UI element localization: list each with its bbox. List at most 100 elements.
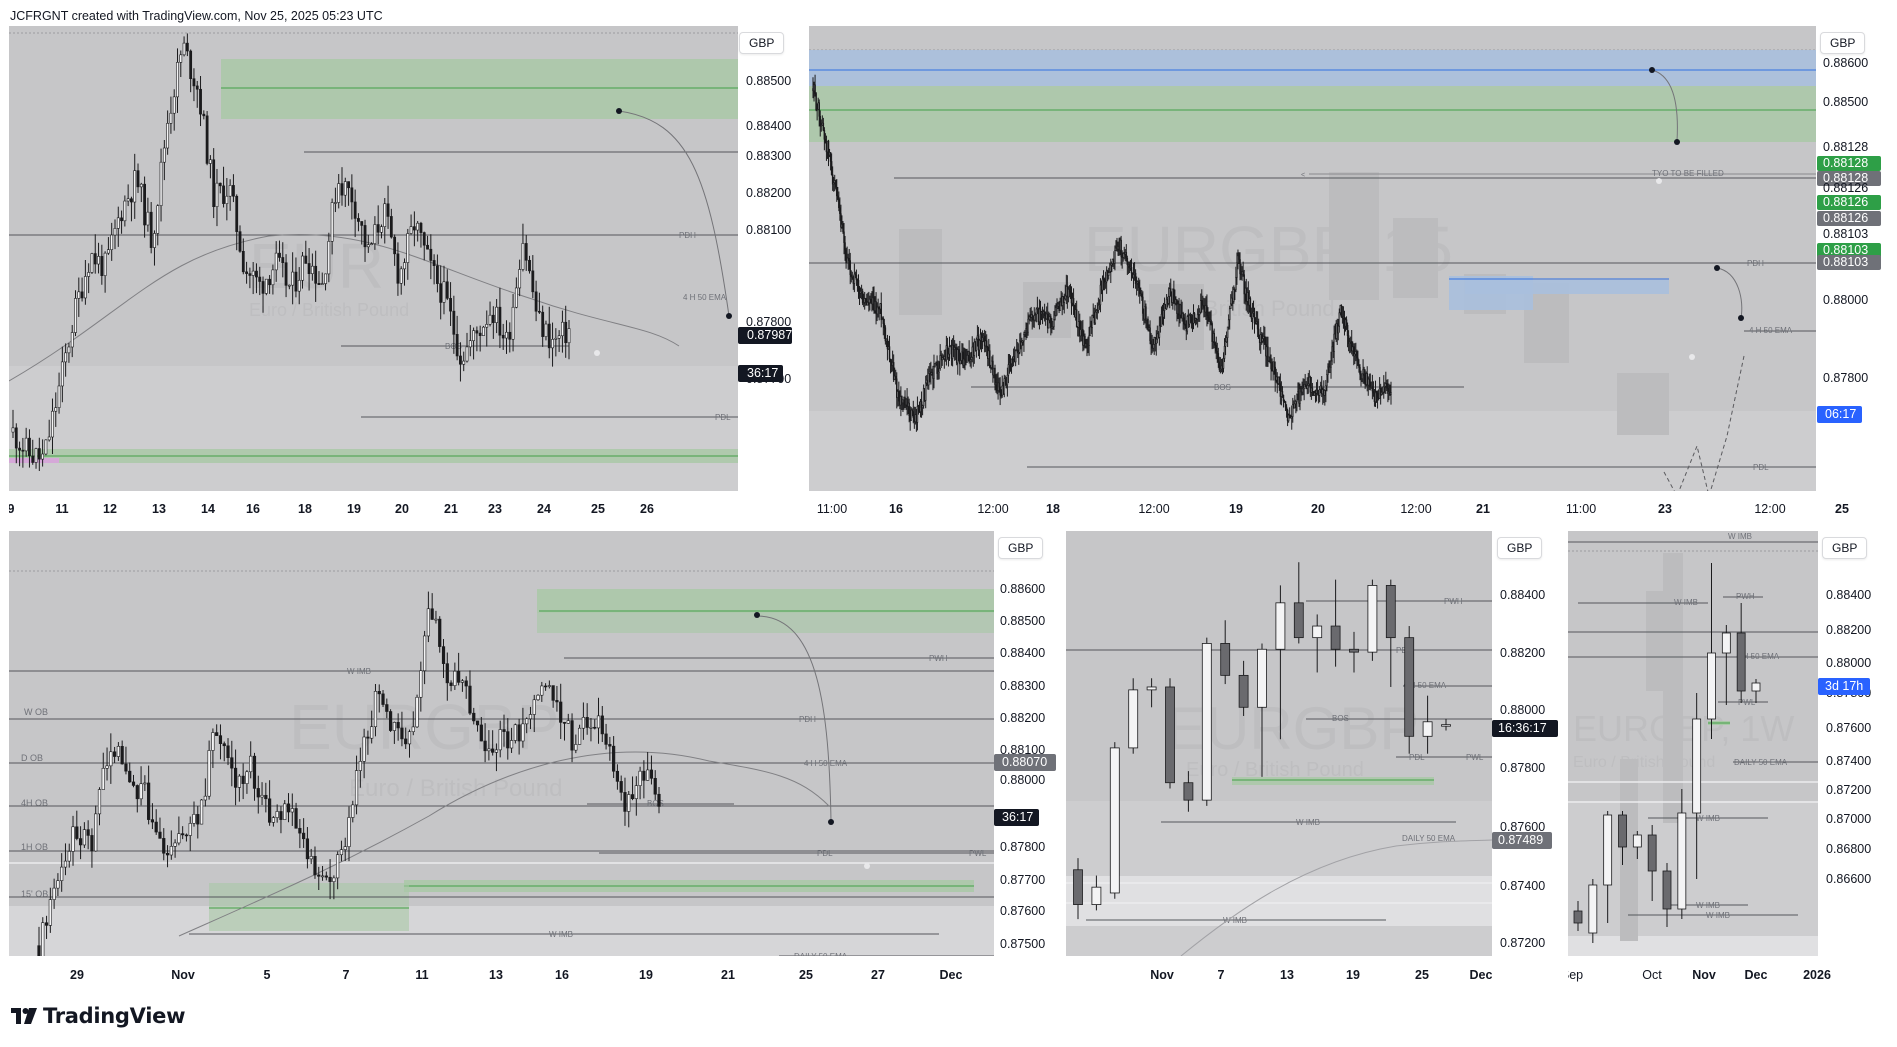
candle-body [630, 794, 635, 799]
x-tick-label: 11 [415, 968, 428, 982]
candle-body [1292, 403, 1294, 417]
supply-zone [809, 86, 1816, 142]
candle-body [67, 851, 71, 862]
candle-body [77, 291, 81, 299]
candle-body [255, 270, 258, 278]
currency-badge[interactable]: GBP [1497, 537, 1543, 559]
candle-body [252, 755, 257, 789]
annotation-label: W IMB [1706, 911, 1730, 920]
chart-pane-bottom-right[interactable]: EURGBP, 1W Euro / British Pound W IMB W … [1568, 531, 1888, 986]
candle-body [1033, 314, 1036, 321]
candle-body [1087, 345, 1089, 347]
candle-body [307, 263, 311, 274]
candle-body [1369, 381, 1372, 388]
currency-badge[interactable]: GBP [1820, 32, 1866, 54]
candle-body [998, 382, 1000, 388]
candle-body [18, 447, 21, 451]
candle-body [320, 875, 325, 878]
candle-body [449, 298, 452, 312]
candle-body [1203, 305, 1205, 309]
candle-body [212, 159, 216, 208]
candle-body [93, 253, 97, 265]
y-tick-label: 0.88300 [746, 149, 791, 163]
supply-zone [537, 589, 994, 613]
candle-body [1125, 251, 1128, 259]
candle-body [215, 182, 219, 208]
candle-body [80, 291, 84, 299]
x-tick-label: 19 [1346, 968, 1360, 982]
candle-body [1070, 292, 1073, 304]
candle-body [1422, 721, 1433, 737]
candle-body [120, 746, 124, 765]
candle-body [517, 724, 521, 742]
candle-body [1038, 308, 1041, 323]
candle-body [498, 729, 502, 751]
candle-body [1132, 274, 1135, 279]
candle-body [281, 257, 285, 263]
chart-pane-top-left[interactable]: EUR Euro / British Pound PDH 4 H 50 EMA … [9, 26, 805, 526]
annotation-label: BOS [1214, 383, 1231, 392]
candle-body [131, 781, 136, 786]
candle-body [330, 202, 334, 242]
candle-body [634, 785, 638, 799]
candle-body [1333, 333, 1335, 352]
tradingview-logo[interactable]: TradingView [11, 1004, 185, 1028]
candle-body [1371, 386, 1374, 392]
candle-body [892, 362, 895, 380]
svg-text:<: < [1301, 172, 1305, 179]
x-tick-label: Dec [1470, 968, 1493, 982]
candle-body [182, 42, 186, 56]
x-tick-label: 21 [1476, 502, 1490, 516]
candle-body [547, 685, 551, 687]
candle-body [1223, 346, 1226, 359]
candle-body [518, 269, 522, 289]
candle-body [320, 283, 324, 285]
candle-body [238, 231, 242, 252]
x-tick-label: 19 [347, 502, 361, 516]
candle-body [600, 715, 604, 735]
chart-pane-top-right[interactable]: EURGBP, 15 Euro / British Pound < TYO TO… [809, 26, 1889, 526]
candle-body [514, 287, 518, 308]
chart-pane-bottom-middle[interactable]: EURGBP Euro / British Pound PWH PDH 4 H … [1066, 531, 1563, 986]
candle-body [1120, 239, 1122, 257]
candle-body [172, 96, 176, 114]
candle-body [218, 182, 222, 187]
y-tick-label: 0.88000 [1500, 703, 1545, 717]
candle-body [215, 732, 219, 736]
candle-body [495, 306, 499, 323]
candle-body [1137, 281, 1140, 288]
y-tick-label: 0.88128 [1823, 140, 1868, 154]
candle-body [268, 278, 272, 286]
candle-body [199, 88, 202, 115]
candle-body [109, 751, 113, 767]
candle-body [585, 717, 589, 728]
candle-body [290, 808, 294, 813]
candle-body [1165, 686, 1175, 784]
candle-body [291, 271, 295, 286]
chart-pane-bottom-left[interactable]: EURGBP Euro / British Pound W OB D OB 4H… [9, 531, 1061, 986]
currency-badge[interactable]: GBP [998, 537, 1044, 559]
candle-body [1016, 349, 1019, 354]
x-tick-label: 7 [1218, 968, 1225, 982]
candle-body [1647, 834, 1657, 872]
candle-body [1097, 304, 1100, 311]
currency-badge[interactable]: GBP [1822, 537, 1868, 559]
currency-badge[interactable]: GBP [739, 32, 785, 54]
candle-body [393, 236, 397, 255]
candle-body [370, 726, 374, 739]
candle-body [426, 244, 429, 250]
candle-body [1004, 378, 1007, 384]
x-tick-label: Nov [1692, 968, 1716, 982]
candle-body [657, 793, 661, 807]
candle-body [313, 856, 317, 876]
y-tick-label: 0.87400 [1826, 754, 1871, 768]
candle-body [649, 769, 654, 779]
candle-body [195, 85, 199, 90]
y-tick-label: 0.86600 [1826, 872, 1871, 886]
candle-body [154, 821, 158, 833]
candle-body [396, 722, 400, 729]
x-tick-label: 9 [9, 502, 15, 516]
candle-body [543, 685, 548, 688]
candle-body [511, 306, 515, 340]
candle-body [304, 255, 308, 264]
